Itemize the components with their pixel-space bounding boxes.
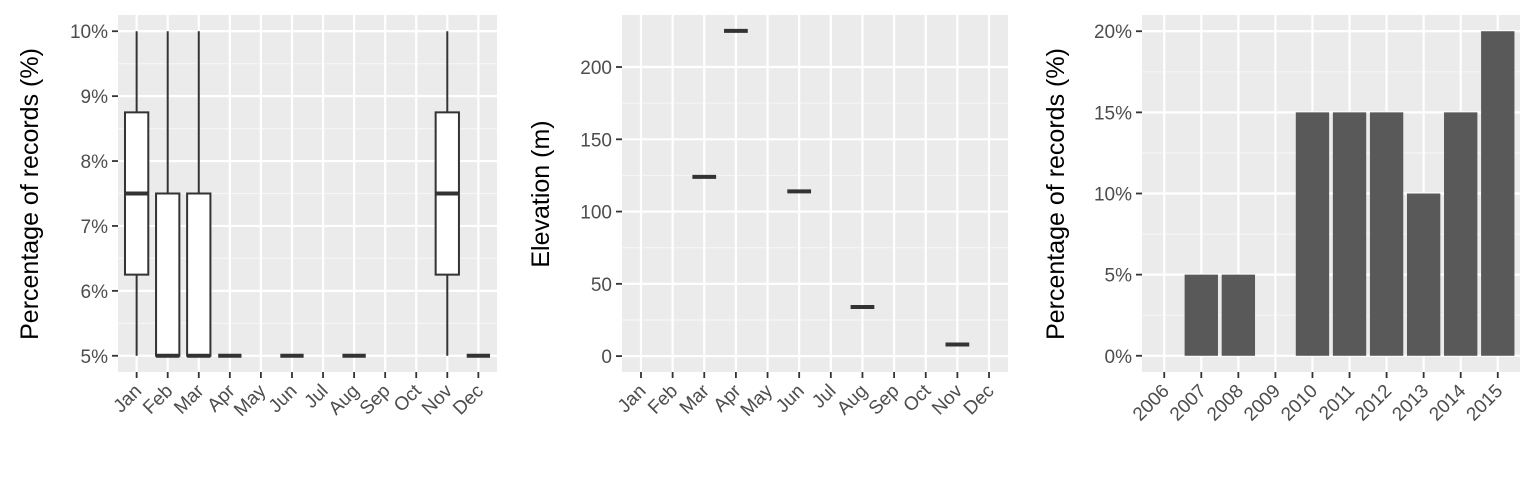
bar-2012 [1369,112,1404,356]
x-tick-label: 2011 [1315,381,1359,425]
y-axis-title: Percentage of records (%) [1042,48,1070,340]
x-tick-label: Jan [614,381,651,418]
x-tick-label: Dec [960,381,999,420]
bar-2011 [1332,112,1367,356]
y-tick-label: 9% [81,87,109,108]
bar-2008 [1221,274,1256,356]
x-tick-label: 2010 [1277,381,1322,426]
x-tick-label: Jan [110,381,147,418]
x-tick-label: 2014 [1425,380,1470,425]
bar-2010 [1295,112,1330,356]
y-tick-label: 15% [1094,103,1132,124]
bar-2015 [1481,31,1515,356]
y-tick-label: 8% [81,152,109,173]
y-tick-label: 7% [81,217,109,238]
x-tick-label: Jun [265,381,302,418]
y-tick-label: 6% [81,282,109,303]
x-tick-label: 2009 [1240,381,1285,426]
y-tick-label: 5% [1105,266,1133,287]
x-tick-label: Dec [449,381,488,420]
box-jan [123,31,150,356]
x-tick-label: Nov [928,380,967,419]
y-tick-label: 10% [70,22,108,43]
box-nov [434,31,460,356]
x-tick-label: Aug [833,381,872,420]
x-tick-label: 2012 [1351,381,1396,426]
y-axis-title: Elevation (m) [527,120,555,267]
x-tick-label: 2008 [1203,381,1248,426]
box-body [186,192,212,357]
y-axis-title: Percentage of records (%) [16,48,44,340]
y-tick-label: 100 [580,203,612,224]
x-tick-label: Jun [772,381,809,418]
yearly-percentage-bar-chart: 0%5%10%15%20%200620072008200920102011201… [1042,15,1520,425]
x-tick-label: Oct [390,380,426,416]
y-tick-label: 0% [1105,347,1133,368]
box-feb [155,31,181,358]
x-tick-label: Oct [900,380,936,416]
x-tick-label: Aug [325,381,364,420]
y-tick-label: 150 [580,130,612,151]
x-tick-label: May [230,380,271,421]
x-tick-label: Feb [139,381,177,419]
bar-2013 [1406,193,1441,356]
x-tick-label: 2013 [1388,381,1433,426]
y-tick-label: 50 [591,275,612,296]
x-tick-label: Mar [676,380,714,418]
x-tick-label: Nov [418,380,457,419]
x-tick-label: 2006 [1129,381,1174,426]
panel-background [622,15,1008,372]
y-tick-label: 5% [81,347,109,368]
x-tick-label: May [737,380,778,421]
y-tick-label: 0 [601,347,612,368]
bar-2007 [1184,274,1218,356]
x-tick-label: Feb [644,381,682,419]
box-mar [186,31,212,358]
x-tick-label: Mar [170,380,208,418]
y-tick-label: 20% [1094,22,1132,43]
box-body [155,192,181,357]
x-tick-label: 2015 [1463,381,1508,426]
y-tick-label: 200 [580,58,612,79]
x-tick-label: Sep [865,381,904,420]
bar-2014 [1444,112,1478,356]
y-tick-label: 10% [1094,185,1132,206]
x-tick-label: 2007 [1166,381,1211,426]
x-tick-label: Sep [356,381,395,420]
